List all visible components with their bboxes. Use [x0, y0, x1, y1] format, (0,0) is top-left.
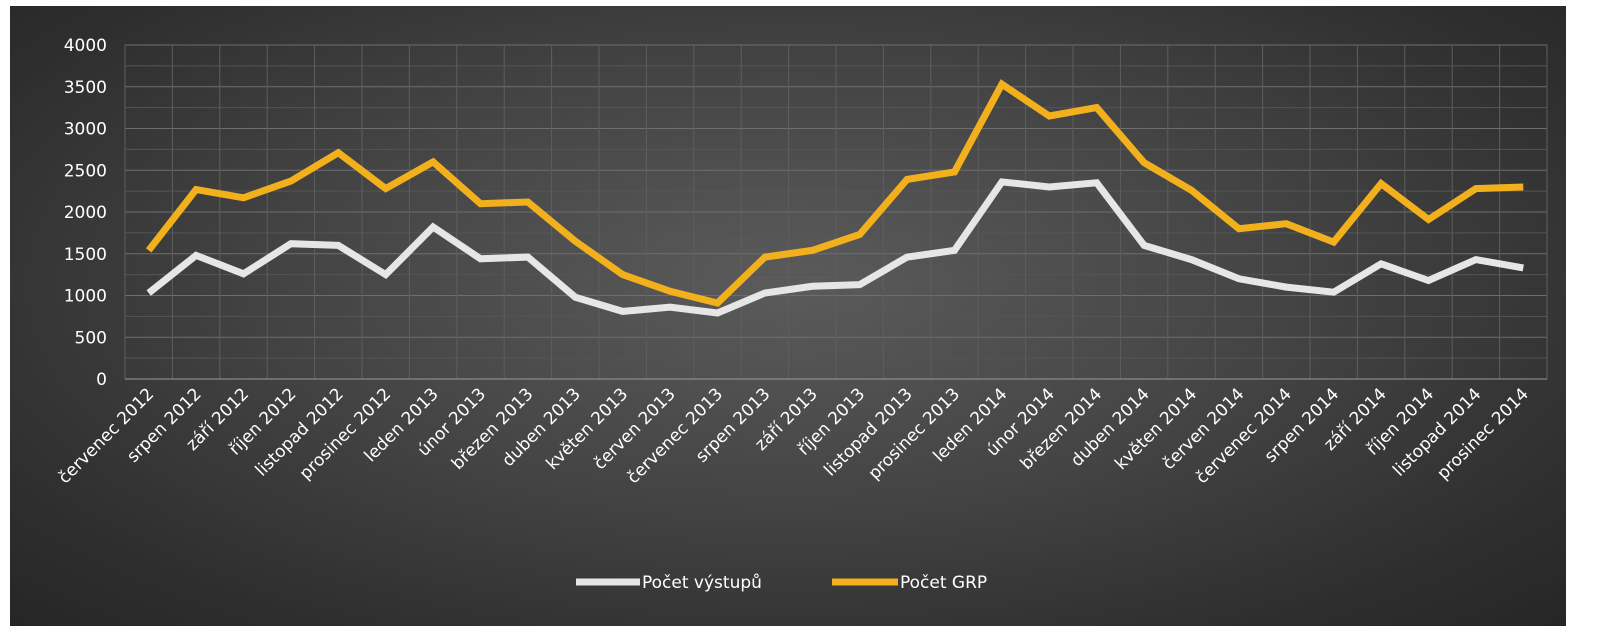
y-tick-label: 0 — [96, 370, 107, 390]
series-line-1 — [146, 178, 1524, 317]
y-tick-label: 500 — [75, 328, 107, 348]
y-tick-label: 3500 — [64, 78, 107, 98]
y-tick-label: 2500 — [64, 161, 107, 181]
series-line-2 — [145, 79, 1524, 307]
y-tick-label: 3000 — [64, 120, 107, 140]
y-tick-label: 2000 — [64, 203, 107, 223]
y-tick-label: 1000 — [64, 287, 107, 307]
y-tick-label: 4000 — [64, 36, 107, 56]
line-chart: 05001000150020002500300035004000červenec… — [55, 36, 1548, 593]
chart-container: 0 500 1000 1500 2000 2500 3000 3500 4000 červenec… — [10, 6, 1566, 626]
legend-label: Počet GRP — [900, 573, 987, 593]
legend-label: Počet výstupů — [642, 573, 762, 593]
y-tick-label: 1500 — [64, 245, 107, 265]
